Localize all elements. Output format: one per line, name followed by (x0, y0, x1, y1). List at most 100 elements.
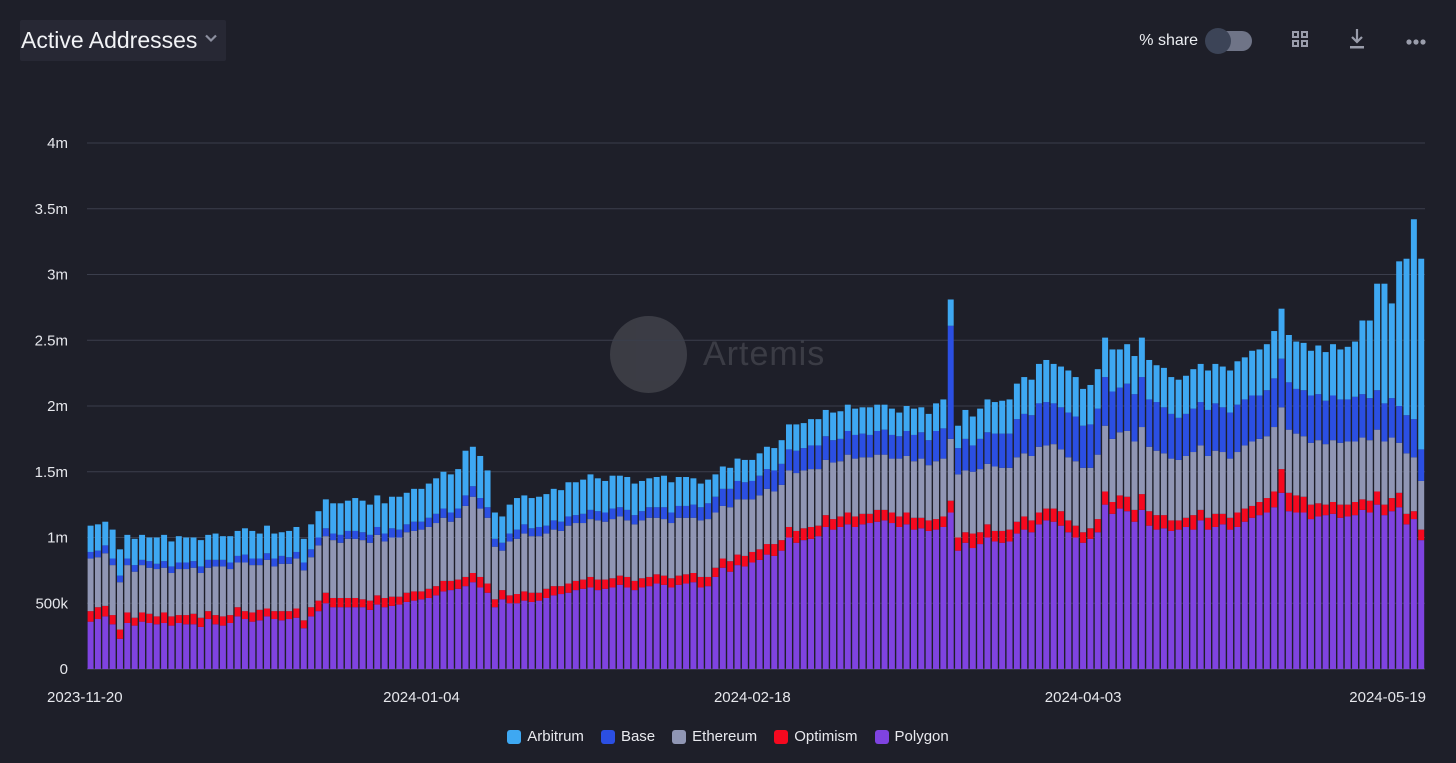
bar-ethereum[interactable] (1403, 453, 1410, 514)
bar-arbitrum[interactable] (881, 404, 888, 430)
bar-ethereum[interactable] (683, 517, 690, 575)
bar-optimism[interactable] (1205, 517, 1212, 530)
bar-arbitrum[interactable] (477, 455, 484, 499)
bar-ethereum[interactable] (719, 505, 726, 559)
bar-polygon[interactable] (1337, 517, 1344, 669)
bar-polygon[interactable] (1043, 520, 1050, 669)
bar-base[interactable] (219, 559, 226, 567)
bar-optimism[interactable] (506, 595, 513, 604)
bar-base[interactable] (1050, 403, 1057, 445)
bar-ethereum[interactable] (425, 526, 432, 589)
bar-optimism[interactable] (491, 599, 498, 608)
bar-arbitrum[interactable] (1102, 337, 1109, 378)
bar-arbitrum[interactable] (227, 536, 234, 563)
bar-polygon[interactable] (1168, 530, 1175, 669)
bar-polygon[interactable] (1065, 532, 1072, 669)
bar-ethereum[interactable] (352, 538, 359, 598)
bar-optimism[interactable] (896, 516, 903, 527)
bar-arbitrum[interactable] (322, 499, 329, 529)
bar-base[interactable] (786, 449, 792, 471)
bar-base[interactable] (440, 508, 447, 518)
bar-base[interactable] (1153, 402, 1160, 451)
bar-arbitrum[interactable] (808, 419, 815, 446)
bar-optimism[interactable] (183, 615, 190, 625)
bar-arbitrum[interactable] (955, 425, 962, 449)
bar-base[interactable] (322, 528, 329, 537)
bar-polygon[interactable] (469, 582, 476, 669)
more-options-button[interactable] (1406, 32, 1426, 50)
bar-optimism[interactable] (241, 611, 248, 620)
bar-arbitrum[interactable] (1138, 337, 1145, 378)
bar-optimism[interactable] (668, 578, 675, 588)
bar-base[interactable] (1366, 398, 1373, 441)
bar-polygon[interactable] (1080, 542, 1087, 669)
bar-ethereum[interactable] (1293, 433, 1300, 496)
bar-polygon[interactable] (1035, 524, 1042, 669)
bar-optimism[interactable] (447, 580, 454, 591)
bar-polygon[interactable] (741, 566, 748, 669)
bar-optimism[interactable] (778, 540, 785, 551)
bar-optimism[interactable] (139, 612, 146, 622)
bar-arbitrum[interactable] (800, 423, 807, 449)
bar-base[interactable] (484, 507, 491, 518)
bar-ethereum[interactable] (102, 553, 109, 606)
bar-optimism[interactable] (815, 525, 822, 537)
bar-ethereum[interactable] (558, 530, 565, 587)
bar-base[interactable] (1094, 408, 1101, 455)
bar-base[interactable] (874, 430, 881, 455)
bar-ethereum[interactable] (572, 523, 579, 581)
bar-optimism[interactable] (697, 576, 704, 588)
bar-optimism[interactable] (793, 530, 800, 543)
bar-base[interactable] (756, 475, 763, 496)
bar-base[interactable] (477, 498, 484, 509)
bar-arbitrum[interactable] (1212, 363, 1219, 404)
bar-arbitrum[interactable] (1087, 384, 1094, 425)
bar-polygon[interactable] (837, 526, 844, 669)
bar-ethereum[interactable] (1102, 425, 1109, 492)
bar-polygon[interactable] (1418, 540, 1425, 669)
bar-optimism[interactable] (690, 573, 697, 583)
bar-ethereum[interactable] (1043, 445, 1050, 509)
bar-ethereum[interactable] (822, 459, 829, 516)
bar-optimism[interactable] (631, 580, 638, 591)
bar-ethereum[interactable] (1315, 440, 1322, 504)
legend-item-arbitrum[interactable]: Arbitrum (507, 728, 584, 745)
legend-item-polygon[interactable]: Polygon (874, 728, 949, 745)
bar-polygon[interactable] (440, 591, 447, 669)
bar-arbitrum[interactable] (161, 534, 168, 562)
bar-base[interactable] (815, 445, 822, 470)
bar-arbitrum[interactable] (616, 475, 623, 508)
bar-base[interactable] (256, 558, 263, 566)
bar-polygon[interactable] (1344, 516, 1351, 669)
bar-ethereum[interactable] (955, 474, 962, 538)
bar-optimism[interactable] (117, 629, 123, 639)
bar-base[interactable] (1124, 383, 1131, 431)
bar-base[interactable] (528, 528, 535, 537)
bar-optimism[interactable] (1381, 504, 1388, 516)
bar-polygon[interactable] (183, 624, 190, 669)
bar-base[interactable] (227, 562, 234, 570)
bar-arbitrum[interactable] (683, 477, 690, 506)
bar-optimism[interactable] (859, 513, 866, 525)
bar-polygon[interactable] (374, 604, 381, 669)
bar-polygon[interactable] (800, 540, 807, 669)
bar-arbitrum[interactable] (271, 533, 278, 559)
bar-arbitrum[interactable] (1028, 379, 1035, 416)
bar-polygon[interactable] (1028, 532, 1035, 669)
bar-optimism[interactable] (1109, 501, 1116, 514)
bar-arbitrum[interactable] (1366, 320, 1373, 399)
bar-base[interactable] (433, 513, 440, 524)
bar-base[interactable] (536, 526, 543, 537)
bar-base[interactable] (866, 434, 873, 458)
bar-optimism[interactable] (1021, 516, 1028, 530)
bar-polygon[interactable] (1396, 507, 1403, 669)
bar-optimism[interactable] (1278, 469, 1285, 493)
bar-arbitrum[interactable] (565, 482, 572, 517)
bar-polygon[interactable] (881, 520, 888, 669)
bar-base[interactable] (903, 430, 910, 456)
bar-polygon[interactable] (999, 542, 1006, 669)
bar-ethereum[interactable] (550, 529, 557, 587)
bar-arbitrum[interactable] (594, 478, 601, 512)
bar-base[interactable] (344, 530, 351, 539)
bar-polygon[interactable] (1285, 511, 1292, 669)
